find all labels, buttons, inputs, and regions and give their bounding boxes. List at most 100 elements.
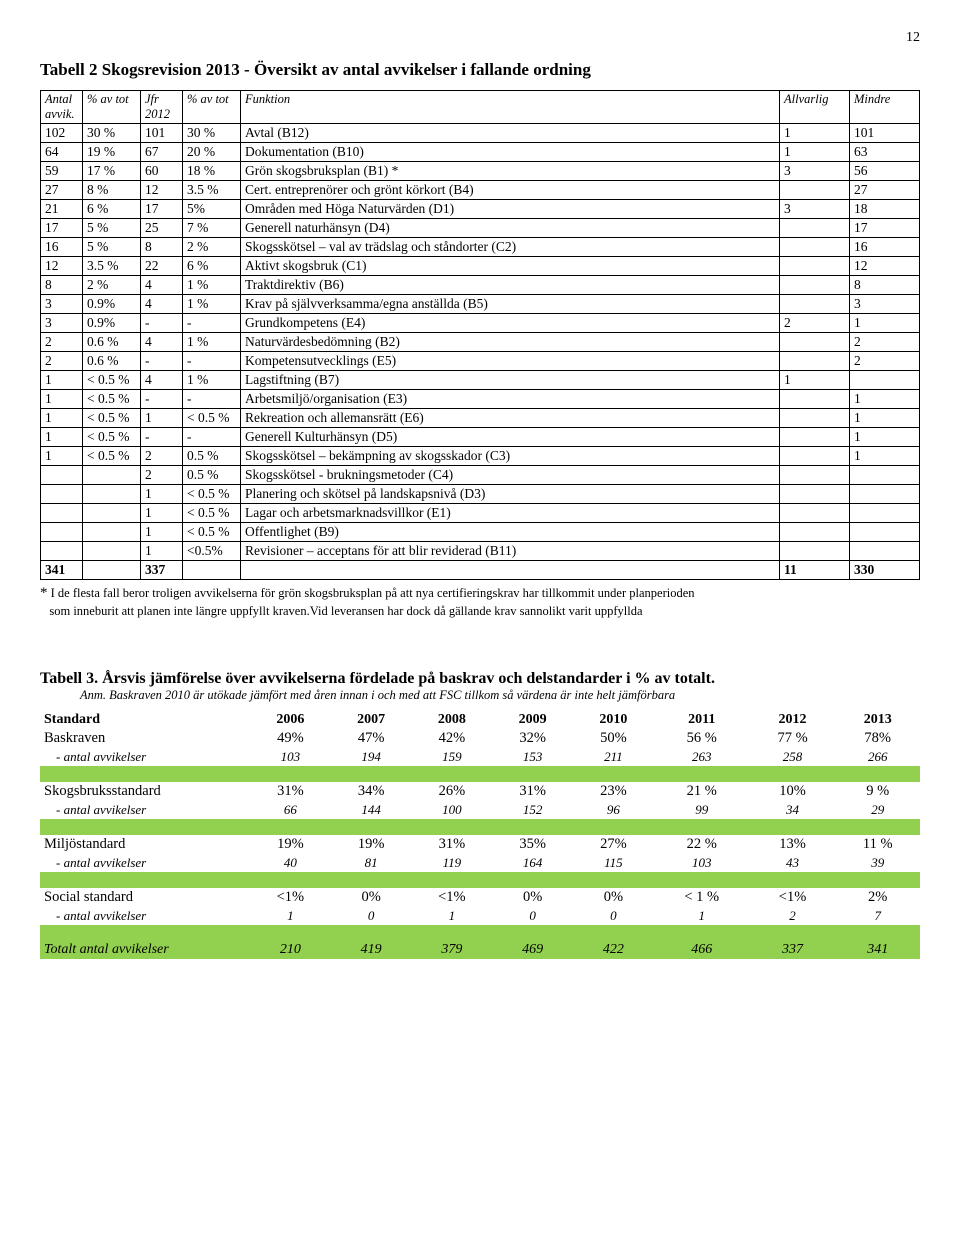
th-2008: 2008 (412, 711, 493, 729)
table-cell: 22 % (654, 835, 750, 854)
table-cell: 18 % (183, 162, 241, 181)
table-cell: 18 (850, 200, 920, 219)
row-label: Baskraven (40, 729, 250, 748)
table-cell (83, 466, 141, 485)
table-cell: 17 % (83, 162, 141, 181)
th-pct1: % av tot (83, 91, 141, 124)
table-cell: 469 (492, 941, 573, 959)
table-cell: 2 % (83, 276, 141, 295)
table-cell: - (141, 428, 183, 447)
table-cell: - (183, 352, 241, 371)
table-row: Miljöstandard19%19%31%35%27%22 %13%11 % (40, 835, 920, 854)
table-cell: Grön skogsbruksplan (B1) * (241, 162, 780, 181)
table-cell: 1 (654, 907, 750, 925)
table-cell: 77 % (750, 729, 836, 748)
table-row (40, 766, 920, 782)
table-row: 82 %41 %Traktdirektiv (B6)8 (41, 276, 920, 295)
table-cell (41, 542, 83, 561)
table-row: - antal avvikelser1031941591532112632582… (40, 748, 920, 766)
table-cell: < 0.5 % (183, 523, 241, 542)
table-cell: <1% (412, 888, 493, 907)
table3-title: Tabell 3. Årsvis jämförelse över avvikel… (40, 670, 920, 688)
table-cell: 39 (835, 854, 920, 872)
table-cell: 0.6 % (83, 333, 141, 352)
row-label: Social standard (40, 888, 250, 907)
table-cell: 5 % (83, 219, 141, 238)
table-cell: 1 (780, 124, 850, 143)
table-cell (780, 295, 850, 314)
table-cell: <1% (750, 888, 836, 907)
table-cell (780, 542, 850, 561)
table-cell: 12 (850, 257, 920, 276)
table-cell: 1 (41, 447, 83, 466)
table-cell: 7 % (183, 219, 241, 238)
table-cell: Naturvärdesbedömning (B2) (241, 333, 780, 352)
table-cell: 4 (141, 371, 183, 390)
table-cell: < 0.5 % (83, 428, 141, 447)
table-cell: 99 (654, 801, 750, 819)
th-funktion: Funktion (241, 91, 780, 124)
table-row: Social standard<1%0%<1%0%0%< 1 %<1%2% (40, 888, 920, 907)
table-row: - antal avvikelser10100127 (40, 907, 920, 925)
table-cell: 1 (141, 504, 183, 523)
table-row: 165 %82 %Skogsskötsel – val av trädslag … (41, 238, 920, 257)
th-2009: 2009 (492, 711, 573, 729)
table-cell: 59 (41, 162, 83, 181)
th-standard: Standard (40, 711, 250, 729)
table3: Standard 2006 2007 2008 2009 2010 2011 2… (40, 711, 920, 959)
table-cell: Traktdirektiv (B6) (241, 276, 780, 295)
table-cell: < 0.5 % (83, 447, 141, 466)
table2-title: Tabell 2 Skogsrevision 2013 - Översikt a… (40, 60, 920, 80)
table-cell: Dokumentation (B10) (241, 143, 780, 162)
table-cell: 3 (41, 295, 83, 314)
table-cell: 2 (141, 447, 183, 466)
table-cell: 16 (850, 238, 920, 257)
table-cell: 466 (654, 941, 750, 959)
table-cell (850, 542, 920, 561)
table-cell: 1 % (183, 333, 241, 352)
row-label: Totalt antal avvikelser (40, 941, 250, 959)
table-cell: 30 % (183, 124, 241, 143)
table-cell: 379 (412, 941, 493, 959)
table-cell: 31% (492, 782, 573, 801)
table-cell (183, 561, 241, 580)
table-cell: 19% (250, 835, 331, 854)
table-cell: Planering och skötsel på landskapsnivå (… (241, 485, 780, 504)
table-cell: 1 (850, 447, 920, 466)
table-cell: 1 (250, 907, 331, 925)
table-cell: 21 (41, 200, 83, 219)
table-row (40, 819, 920, 835)
table-cell: 341 (835, 941, 920, 959)
row-label: Skogsbruksstandard (40, 782, 250, 801)
table-cell: 3 (780, 200, 850, 219)
table-cell: 3 (41, 314, 83, 333)
table-cell: <0.5% (183, 542, 241, 561)
table-row: 1< 0.5 %--Arbetsmiljö/organisation (E3)1 (41, 390, 920, 409)
table-cell: 20 % (183, 143, 241, 162)
table-cell: 27 (41, 181, 83, 200)
table-cell (780, 276, 850, 295)
table2-footnote: * I de flesta fall beror troligen avvike… (40, 583, 920, 620)
table-cell: 66 (250, 801, 331, 819)
table-cell (780, 219, 850, 238)
table-cell: 47% (331, 729, 412, 748)
table-cell: 115 (573, 854, 654, 872)
table-cell: 2 (780, 314, 850, 333)
table-cell: 17 (850, 219, 920, 238)
table-cell: 0.5 % (183, 447, 241, 466)
table-cell: 210 (250, 941, 331, 959)
table-cell (83, 485, 141, 504)
table-cell (83, 542, 141, 561)
table-row: 1< 0.5 %41 %Lagstiftning (B7)1 (41, 371, 920, 390)
table-cell: Revisioner – acceptans för att blir revi… (241, 542, 780, 561)
table-row: 10230 %10130 %Avtal (B12)1101 (41, 124, 920, 143)
table-cell (780, 238, 850, 257)
table-cell: 103 (250, 748, 331, 766)
table-row: 6419 %6720 %Dokumentation (B10)163 (41, 143, 920, 162)
table-cell: 81 (331, 854, 412, 872)
table-cell: 100 (412, 801, 493, 819)
table-cell: Kompetensutvecklings (E5) (241, 352, 780, 371)
table-cell: 263 (654, 748, 750, 766)
table-cell: 2 (41, 352, 83, 371)
table-cell: 1 % (183, 276, 241, 295)
